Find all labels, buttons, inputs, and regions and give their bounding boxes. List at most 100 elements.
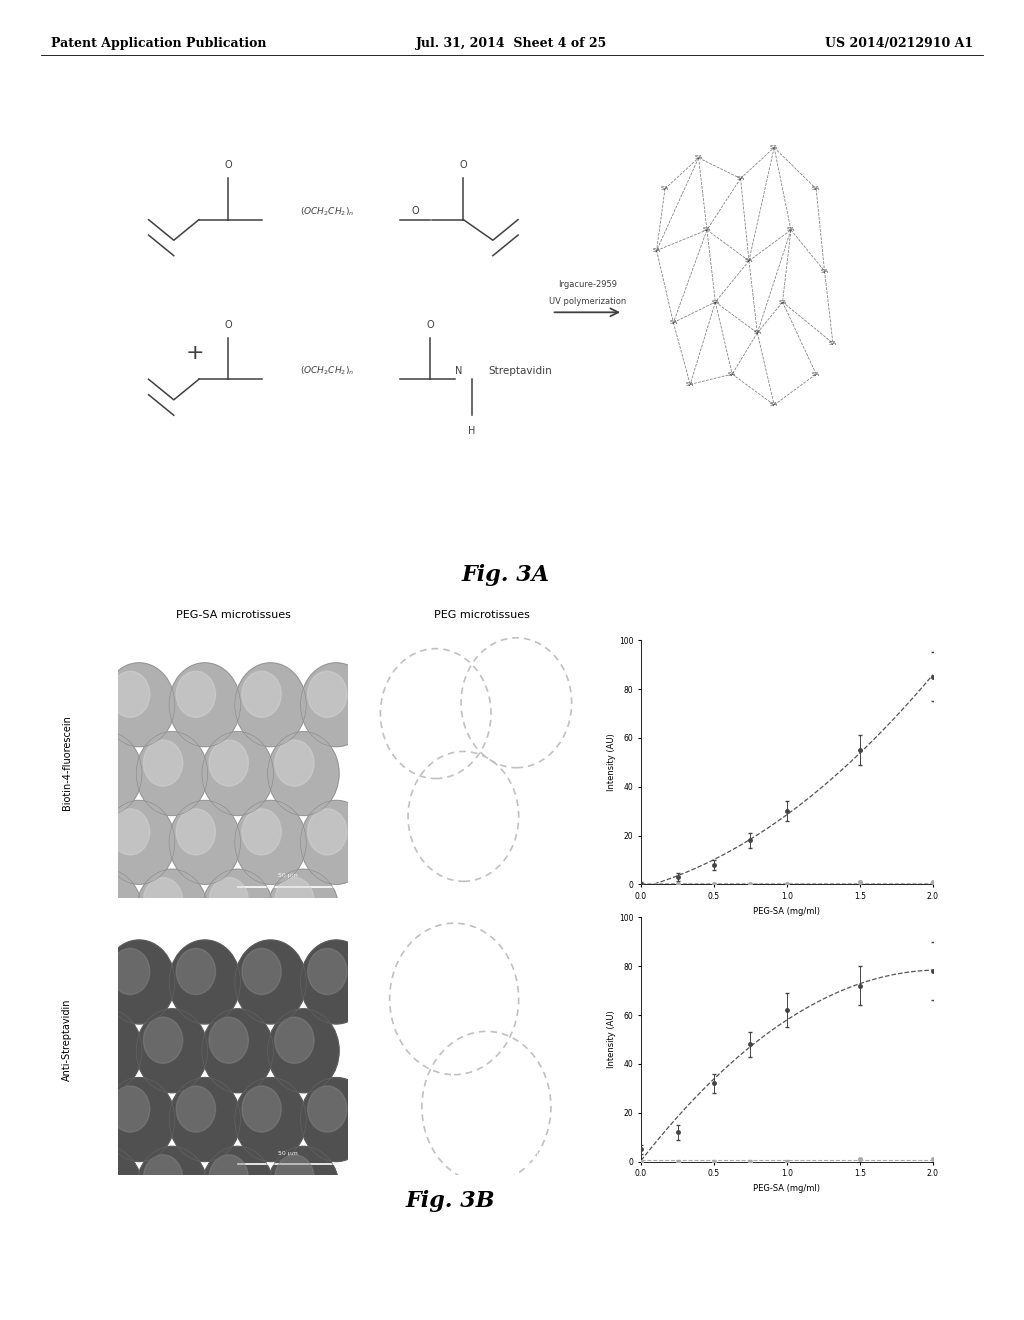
Text: Anti-Streptavidin: Anti-Streptavidin [61, 998, 72, 1081]
Circle shape [267, 869, 339, 953]
Circle shape [242, 671, 282, 717]
Circle shape [111, 948, 150, 994]
Circle shape [242, 948, 282, 994]
Circle shape [169, 940, 241, 1024]
Circle shape [71, 1146, 142, 1230]
Circle shape [300, 663, 372, 747]
Text: SA: SA [652, 248, 660, 253]
Circle shape [307, 1086, 347, 1133]
Text: +: + [185, 343, 204, 363]
Text: SA: SA [744, 259, 753, 263]
Circle shape [78, 878, 117, 924]
Circle shape [202, 731, 273, 816]
Circle shape [209, 1155, 249, 1201]
Text: N: N [455, 366, 463, 376]
Text: O: O [412, 206, 420, 216]
Text: Irgacure-2959: Irgacure-2959 [558, 280, 617, 289]
Circle shape [143, 1155, 182, 1201]
Text: Streptavidin: Streptavidin [488, 366, 552, 376]
Text: Fig. 3B: Fig. 3B [406, 1191, 496, 1212]
Text: SA: SA [786, 227, 795, 232]
Text: PEG-SA microtissues: PEG-SA microtissues [175, 610, 291, 620]
Text: UV polymerization: UV polymerization [549, 297, 627, 306]
Circle shape [111, 809, 150, 855]
Circle shape [136, 731, 208, 816]
Circle shape [143, 741, 182, 787]
Circle shape [169, 663, 241, 747]
Circle shape [234, 800, 306, 884]
X-axis label: PEG-SA (mg/ml): PEG-SA (mg/ml) [754, 907, 820, 916]
Circle shape [300, 800, 372, 884]
Circle shape [169, 800, 241, 884]
Circle shape [307, 809, 347, 855]
Text: PEG microtissues: PEG microtissues [434, 610, 529, 620]
Circle shape [78, 1155, 117, 1201]
Text: SA: SA [702, 227, 711, 232]
Circle shape [234, 940, 306, 1024]
Text: US 2014/0212910 A1: US 2014/0212910 A1 [824, 37, 973, 50]
Circle shape [136, 1008, 208, 1093]
Circle shape [267, 1008, 339, 1093]
Circle shape [176, 948, 215, 994]
Circle shape [136, 869, 208, 953]
Circle shape [103, 800, 175, 884]
Circle shape [176, 809, 215, 855]
Text: O: O [224, 319, 232, 330]
Text: SA: SA [670, 321, 678, 325]
Text: Biotin-4-fluorescein: Biotin-4-fluorescein [61, 715, 72, 809]
Text: O: O [460, 160, 467, 170]
Text: SA: SA [728, 372, 736, 376]
Circle shape [169, 1077, 241, 1162]
Circle shape [242, 1086, 282, 1133]
Circle shape [136, 1146, 208, 1230]
Text: SA: SA [660, 186, 669, 191]
FancyArrowPatch shape [554, 309, 618, 317]
Text: 50 μm: 50 μm [527, 874, 547, 878]
Text: $(OCH_2CH_2)_n$: $(OCH_2CH_2)_n$ [300, 205, 354, 218]
Circle shape [78, 1018, 117, 1064]
Circle shape [78, 741, 117, 787]
Text: SA: SA [736, 176, 744, 181]
Circle shape [143, 1018, 182, 1064]
Circle shape [209, 1018, 249, 1064]
X-axis label: PEG-SA (mg/ml): PEG-SA (mg/ml) [754, 1184, 820, 1193]
Circle shape [209, 741, 249, 787]
Circle shape [103, 940, 175, 1024]
Circle shape [267, 1146, 339, 1230]
Text: SA: SA [828, 341, 837, 346]
Text: Patent Application Publication: Patent Application Publication [51, 37, 266, 50]
Text: Fig. 3A: Fig. 3A [462, 564, 550, 586]
Circle shape [242, 809, 282, 855]
Circle shape [111, 671, 150, 717]
Text: $(OCH_2CH_2)_n$: $(OCH_2CH_2)_n$ [300, 364, 354, 378]
Circle shape [103, 663, 175, 747]
Circle shape [300, 1077, 372, 1162]
Circle shape [202, 1008, 273, 1093]
Text: 50 μm: 50 μm [279, 1151, 298, 1155]
Circle shape [307, 671, 347, 717]
Circle shape [274, 1018, 314, 1064]
Text: SA: SA [754, 330, 762, 335]
Circle shape [71, 869, 142, 953]
Circle shape [209, 878, 249, 924]
Text: 50 μm: 50 μm [527, 1151, 547, 1155]
Circle shape [267, 731, 339, 816]
Y-axis label: Intensity (AU): Intensity (AU) [607, 1011, 616, 1068]
Text: O: O [426, 319, 434, 330]
Circle shape [234, 663, 306, 747]
Circle shape [71, 731, 142, 816]
Circle shape [103, 1077, 175, 1162]
Circle shape [176, 671, 215, 717]
Text: SA: SA [812, 372, 820, 376]
Text: SA: SA [686, 381, 694, 387]
Text: Jul. 31, 2014  Sheet 4 of 25: Jul. 31, 2014 Sheet 4 of 25 [417, 37, 607, 50]
Text: SA: SA [770, 403, 778, 408]
Circle shape [202, 1146, 273, 1230]
Text: SA: SA [770, 145, 778, 150]
Y-axis label: Intensity (AU): Intensity (AU) [607, 734, 616, 791]
Text: O: O [224, 160, 232, 170]
Text: SA: SA [778, 300, 786, 305]
Circle shape [143, 878, 182, 924]
Circle shape [234, 1077, 306, 1162]
Circle shape [307, 948, 347, 994]
